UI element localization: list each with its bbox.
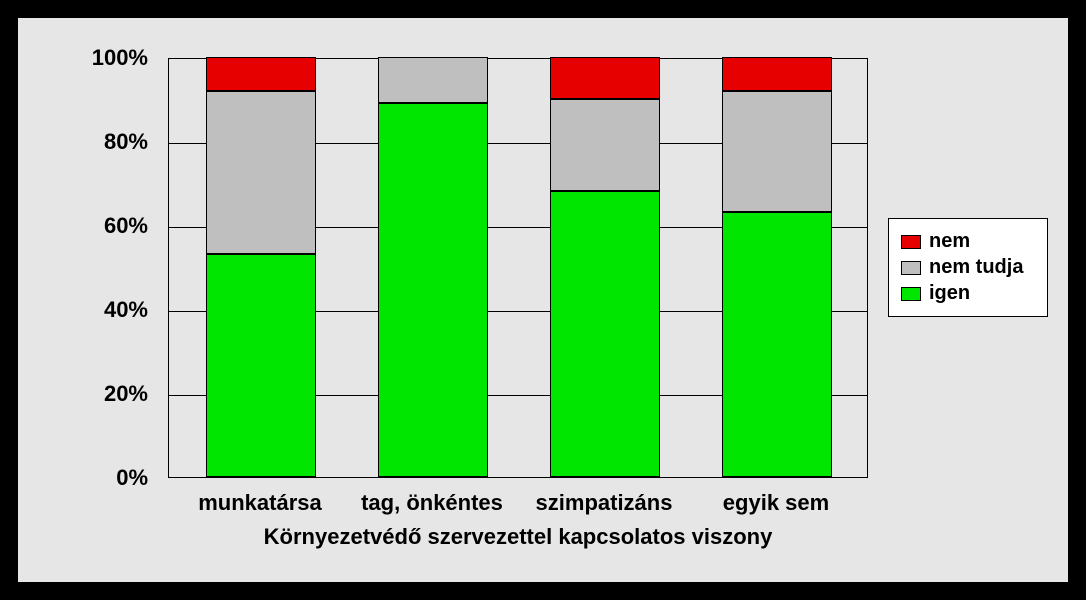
legend-swatch xyxy=(901,287,921,301)
legend-item-nem: nem xyxy=(901,230,1035,253)
x-axis-title: Környezetvédő szervezettel kapcsolatos v… xyxy=(264,524,773,550)
y-tick-label: 40% xyxy=(18,297,148,323)
bar-group xyxy=(722,57,832,477)
legend-label: igen xyxy=(929,282,970,305)
y-tick-label: 60% xyxy=(18,213,148,239)
bar-group xyxy=(378,57,488,477)
bar-segment-igen xyxy=(206,254,316,477)
legend-swatch xyxy=(901,261,921,275)
bar-segment-igen xyxy=(378,103,488,477)
category-label: tag, önkéntes xyxy=(361,490,503,516)
bar-group xyxy=(550,57,660,477)
category-label: egyik sem xyxy=(723,490,829,516)
plot-area xyxy=(168,58,868,478)
y-tick-label: 20% xyxy=(18,381,148,407)
category-label: szimpatizáns xyxy=(536,490,673,516)
bar-segment-nem_tudja xyxy=(206,91,316,255)
chart-frame: 0% 20% 40% 60% 80% 100% munkatársa tag, önként… xyxy=(18,18,1068,582)
bar-segment-nem xyxy=(722,57,832,91)
bar-group xyxy=(206,57,316,477)
bar-segment-nem_tudja xyxy=(550,99,660,191)
legend: nem nem tudja igen xyxy=(888,218,1048,317)
bar-segment-nem xyxy=(206,57,316,91)
bar-segment-nem xyxy=(550,57,660,99)
y-tick-label: 0% xyxy=(18,465,148,491)
bar-segment-nem_tudja xyxy=(378,57,488,103)
y-tick-label: 100% xyxy=(18,45,148,71)
legend-label: nem tudja xyxy=(929,256,1023,279)
bar-segment-igen xyxy=(550,191,660,477)
bar-segment-igen xyxy=(722,212,832,477)
y-tick-label: 80% xyxy=(18,129,148,155)
legend-swatch xyxy=(901,235,921,249)
legend-label: nem xyxy=(929,230,970,253)
legend-item-nem_tudja: nem tudja xyxy=(901,256,1035,279)
legend-item-igen: igen xyxy=(901,282,1035,305)
bar-segment-nem_tudja xyxy=(722,91,832,213)
category-label: munkatársa xyxy=(198,490,322,516)
